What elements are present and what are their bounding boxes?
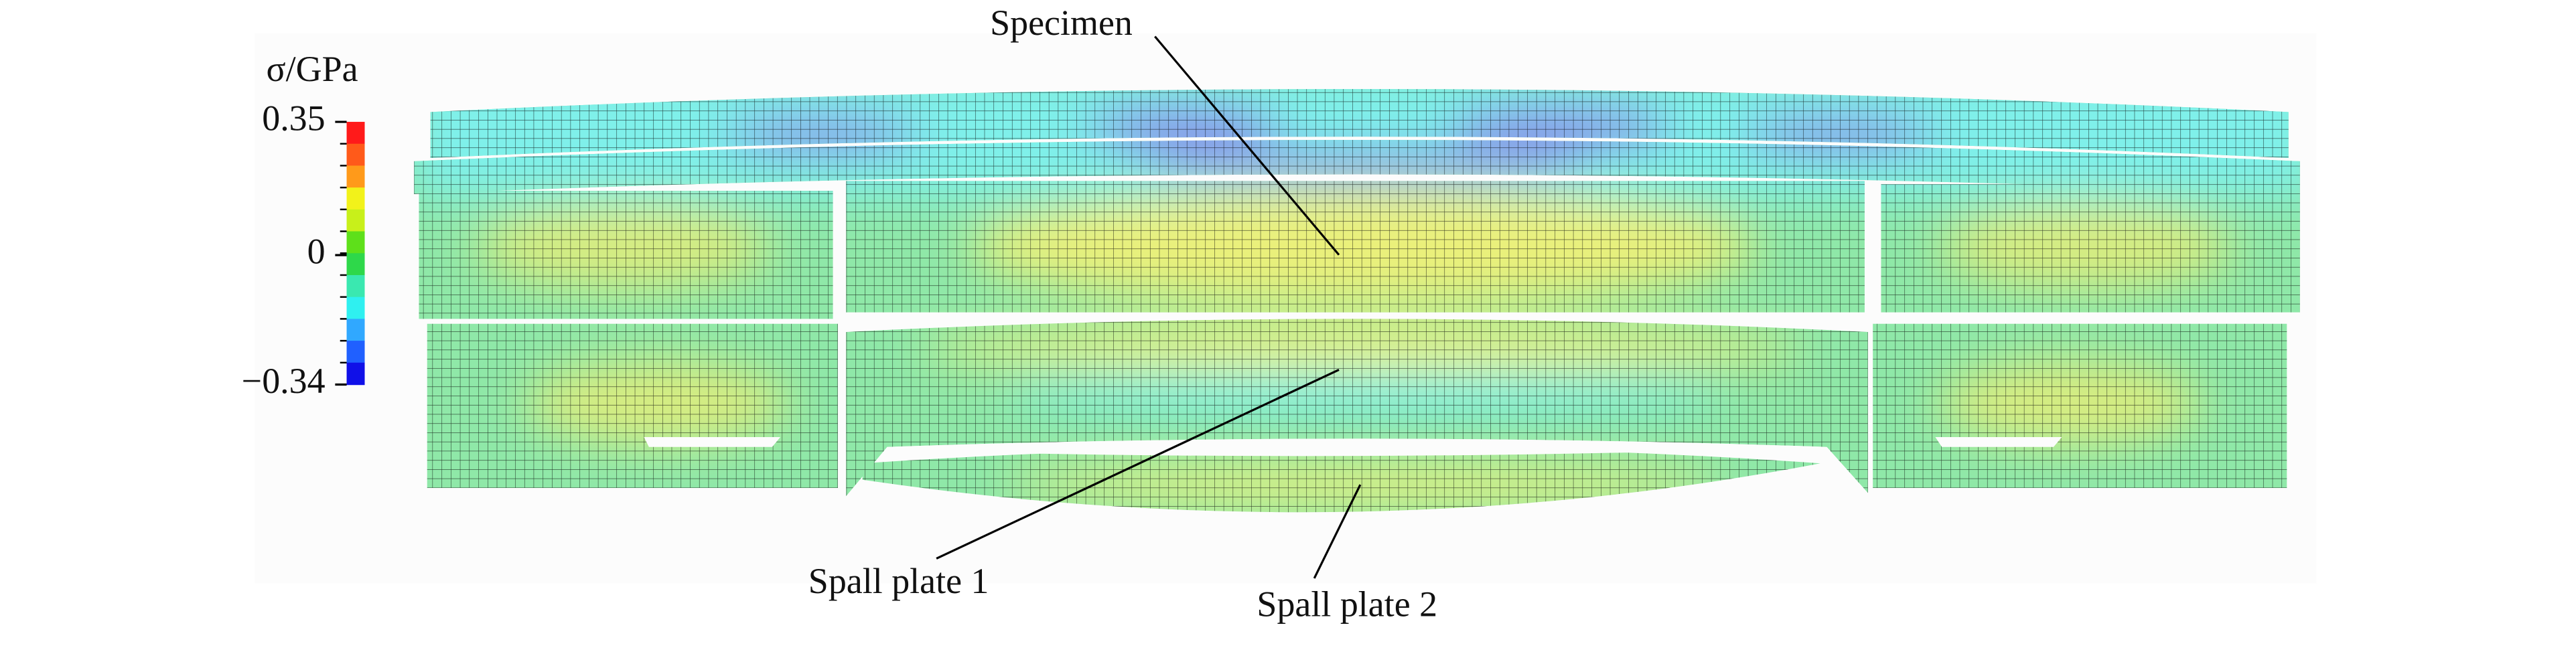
label-spall-plate-1: Spall plate 1: [808, 561, 989, 601]
gaps: [644, 436, 2062, 456]
colorbar-band: [346, 187, 365, 210]
colorbar-band: [346, 341, 365, 363]
colorbar-band: [346, 274, 365, 298]
leader-lines: [936, 35, 1362, 579]
colorbar-band: [346, 122, 365, 145]
colorbar-band: [346, 319, 365, 341]
colorbar-band: [346, 209, 365, 232]
colorbar-band: [346, 165, 365, 188]
colorbar-band: [346, 253, 365, 276]
colorbar-tick-label: 0: [307, 231, 326, 271]
label-spall-plate-2: Spall plate 2: [1257, 584, 1437, 624]
leader-specimen: [1154, 35, 1340, 256]
leader-spall-1: [936, 368, 1340, 560]
colorbar-tick-label: −0.34: [242, 361, 326, 401]
label-specimen: Specimen: [990, 3, 1133, 43]
colorbar-tick-label: 0.35: [262, 98, 325, 138]
colorbar-title: σ/GPa: [267, 49, 358, 89]
colorbar-band: [346, 297, 365, 320]
colorbar: σ/GPa 0.35 0 −0.34: [242, 49, 365, 401]
colorbar-band: [346, 143, 365, 167]
colorbar-band: [346, 362, 365, 386]
leader-spall-2: [1313, 484, 1362, 579]
colorbar-band: [346, 231, 365, 254]
